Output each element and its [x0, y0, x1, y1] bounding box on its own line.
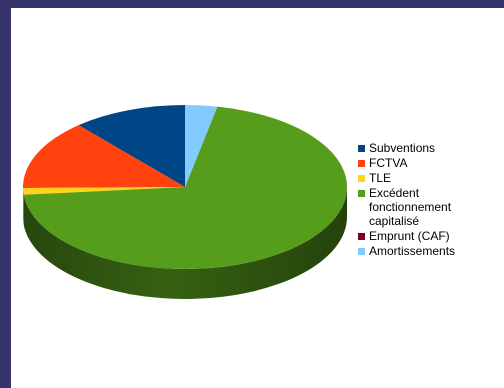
legend-label: TLE	[369, 171, 392, 185]
legend-swatch	[358, 145, 365, 152]
legend-swatch	[358, 233, 365, 240]
legend-swatch	[358, 248, 365, 255]
legend-item: Emprunt (CAF)	[358, 229, 504, 243]
legend-swatch	[358, 190, 365, 197]
pie-side-tle	[23, 188, 24, 225]
legend-swatch	[358, 160, 365, 167]
chart-legend: Subventions FCTVA TLE Excédent fonctionneme…	[358, 141, 504, 259]
legend-item: Amortissements	[358, 244, 504, 258]
legend-item: TLE	[358, 171, 504, 185]
pie-slice-fctva	[23, 125, 185, 189]
pie-slice-tle	[23, 187, 186, 195]
slide-panel: Subventions FCTVA TLE Excédent fonctionneme…	[11, 8, 504, 388]
legend-label: Excédent fonctionnement capitalisé	[369, 186, 452, 228]
pie-slice-amortissements	[185, 105, 218, 187]
legend-label: FCTVA	[369, 156, 408, 170]
legend-item: Subventions	[358, 141, 504, 155]
legend-label: Amortissements	[369, 244, 456, 258]
pie-slice-exc-dent-fonctionnement-capitalis-	[23, 106, 347, 269]
pie-slices	[23, 105, 347, 269]
legend-item: Excédent fonctionnement capitalisé	[358, 186, 504, 228]
legend-label: Subventions	[369, 141, 436, 155]
legend-swatch	[358, 175, 365, 182]
pie-chart	[23, 105, 347, 299]
pie-sides	[23, 187, 347, 299]
pie-slice-subventions	[78, 105, 185, 187]
pie-side-exc-dent-fonctionnement-capitalis-	[23, 187, 347, 299]
legend-item: FCTVA	[358, 156, 504, 170]
legend-label: Emprunt (CAF)	[369, 229, 450, 243]
